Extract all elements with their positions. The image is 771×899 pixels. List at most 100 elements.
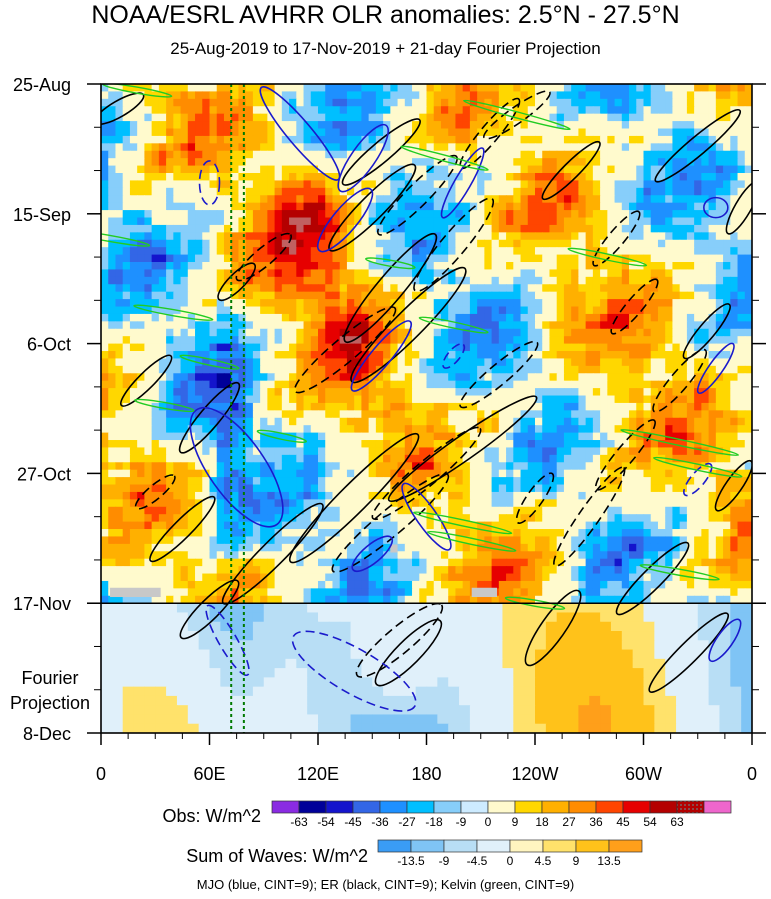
- waves-legend-tick: -9: [439, 854, 450, 868]
- mjo-contour: [703, 196, 729, 219]
- reference-lines: [230, 84, 245, 733]
- plot-area: [87, 83, 766, 734]
- obs-legend-swatch: [325, 800, 354, 814]
- kelvin-contour: [413, 511, 513, 535]
- er-contour: [350, 266, 467, 384]
- obs-legend-tick: -45: [344, 815, 362, 829]
- obs-legend-swatch: [433, 800, 462, 814]
- mjo-contour: [291, 630, 417, 712]
- er-contour: [413, 197, 495, 293]
- waves-legend-swatch: [608, 839, 643, 853]
- obs-legend-swatch: [460, 800, 489, 814]
- y-tick-label: 27-Oct: [17, 464, 71, 484]
- er-contour: [459, 97, 521, 170]
- mjo-contour: [442, 343, 466, 369]
- er-contour: [652, 348, 708, 413]
- mjo-contour: [337, 123, 389, 193]
- er-contour: [293, 306, 397, 394]
- kelvin-contour: [400, 145, 489, 171]
- obs-legend-swatch: [649, 800, 678, 814]
- chart-title: NOAA/ESRL AVHRR OLR anomalies: 2.5°N - 2…: [91, 1, 680, 29]
- er-contour: [178, 381, 241, 454]
- waves-legend-tick: 9: [573, 854, 580, 868]
- obs-legend-tick: -36: [371, 815, 389, 829]
- x-tick-label: 0: [747, 764, 757, 784]
- mjo-contour: [401, 482, 452, 551]
- waves-legend-tick: -13.5: [397, 854, 425, 868]
- kelvin-contour: [256, 429, 307, 443]
- obs-legend-tick: -9: [456, 815, 467, 829]
- obs-legend-tick: -18: [425, 815, 443, 829]
- kelvin-contour: [653, 456, 743, 478]
- er-contour: [682, 303, 731, 360]
- mjo-contour: [350, 320, 413, 392]
- waves-legend-swatch: [575, 839, 610, 853]
- obs-legend-tick: -63: [290, 815, 308, 829]
- er-contour: [541, 140, 601, 201]
- er-contour: [288, 432, 420, 564]
- contour-footnote: MJO (blue, CINT=9); ER (black, CINT=9); …: [196, 877, 575, 892]
- mjo-contour: [708, 618, 742, 663]
- kelvin-contour: [639, 564, 720, 581]
- er-contour: [355, 602, 444, 678]
- y-tick-label: 17-Nov: [13, 594, 71, 614]
- er-contour: [376, 154, 458, 236]
- er-contour: [515, 472, 555, 524]
- er-contour: [725, 180, 752, 235]
- obs-legend-tick: 0: [485, 815, 492, 829]
- waves-legend-swatch: [476, 839, 511, 853]
- er-contour: [341, 118, 421, 186]
- missing-data-patch: [471, 587, 498, 598]
- kelvin-contour: [365, 257, 416, 270]
- er-contour: [615, 541, 690, 616]
- mjo-contour: [696, 342, 735, 395]
- obs-legend-swatch: [379, 800, 408, 814]
- er-contour: [594, 419, 656, 491]
- kelvin-contour: [504, 596, 566, 610]
- waves-legend-swatch: [377, 839, 412, 853]
- mjo-contour: [205, 604, 250, 677]
- er-contour: [648, 612, 730, 693]
- er-contour: [371, 426, 482, 521]
- mjo-contour: [189, 406, 284, 528]
- kelvin-contour: [133, 304, 214, 321]
- obs-legend-swatch: [271, 800, 300, 814]
- er-contour: [374, 618, 443, 687]
- obs-legend-tick: -27: [398, 815, 416, 829]
- obs-legend-swatch: [487, 800, 516, 814]
- obs-legend-swatch: [541, 800, 570, 814]
- obs-legend-swatch: [595, 800, 624, 814]
- obs-legend-swatch: [676, 800, 705, 814]
- obs-legend-tick: 36: [589, 815, 603, 829]
- obs-legend-swatch: [703, 800, 732, 814]
- waves-legend-tick: 4.5: [535, 854, 552, 868]
- waves-legend-tick: 0: [507, 854, 514, 868]
- kelvin-contour: [418, 316, 489, 334]
- y-tick-label: 15-Sep: [13, 205, 71, 225]
- obs-legend-swatch: [352, 800, 381, 814]
- x-axis: 0 60E 120E 180 120W 60W 0: [96, 733, 757, 784]
- er-contour: [134, 474, 176, 510]
- obs-legend-tick: -54: [317, 815, 335, 829]
- waves-legend-swatch: [509, 839, 544, 853]
- er-contour: [149, 495, 216, 563]
- mjo-contour: [683, 462, 713, 497]
- er-contour: [331, 472, 450, 573]
- projection-label-line2: Projection: [10, 693, 90, 713]
- obs-legend-tick: 9: [512, 815, 519, 829]
- er-contour: [553, 466, 626, 567]
- waves-legend-tick: -4.5: [467, 854, 488, 868]
- er-contour: [120, 354, 173, 407]
- obs-legend-tick: 27: [562, 815, 576, 829]
- er-contour: [524, 589, 582, 667]
- missing-data-patch: [110, 587, 161, 598]
- y-tick-label: 25-Aug: [13, 75, 71, 95]
- er-contour: [610, 278, 659, 335]
- obs-legend-tick: 54: [643, 815, 657, 829]
- kelvin-contour: [620, 428, 740, 457]
- kelvin-contour: [179, 354, 240, 370]
- y-tick-label: 8-Dec: [23, 724, 71, 744]
- obs-legend-swatch: [514, 800, 543, 814]
- x-tick-label: 180: [411, 764, 441, 784]
